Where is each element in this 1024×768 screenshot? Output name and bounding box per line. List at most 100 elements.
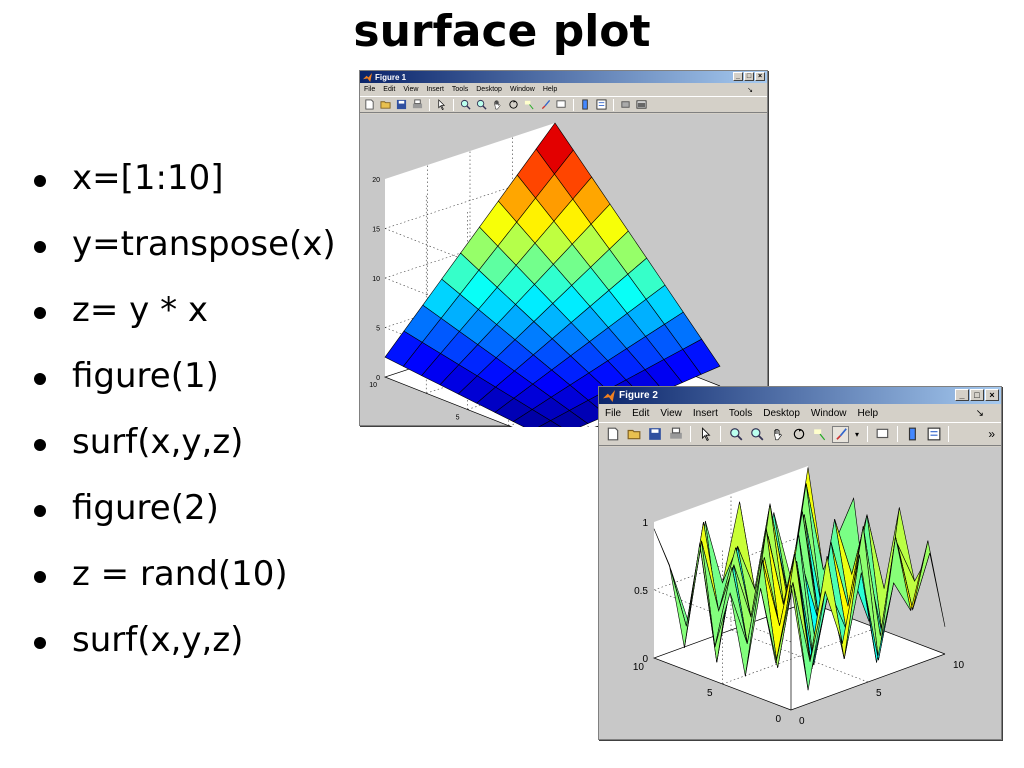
list-item: x=[1:10]: [30, 158, 336, 224]
brush-icon[interactable]: [539, 98, 552, 111]
menu-tools[interactable]: Tools: [728, 407, 753, 419]
print-icon[interactable]: [667, 426, 684, 443]
menu-view[interactable]: View: [403, 86, 419, 93]
surface-plot-1[interactable]: 0510152010500246810: [360, 114, 769, 456]
new-figure-icon[interactable]: [604, 426, 621, 443]
code-bullet-list: x=[1:10] y=transpose(x) z= y * x figure(…: [30, 158, 336, 686]
bullet-text: surf(x,y,z): [72, 620, 244, 660]
menu-help[interactable]: Help: [542, 86, 558, 93]
bullet-text: z= y * x: [72, 290, 208, 330]
insert-colorbar-icon[interactable]: [579, 98, 592, 111]
menu-edit[interactable]: Edit: [632, 407, 650, 419]
rotate-3d-icon[interactable]: [507, 98, 520, 111]
figure-2-window: Figure 2 _ □ × File Edit View Insert Too…: [598, 386, 1002, 740]
show-plot-tools-icon[interactable]: [635, 98, 648, 111]
figure-1-titlebar[interactable]: Figure 1 _ □ ×: [360, 71, 767, 83]
bullet-icon: [34, 439, 46, 451]
menu-tools[interactable]: Tools: [451, 86, 469, 93]
bullet-icon: [34, 571, 46, 583]
menu-insert[interactable]: Insert: [426, 86, 444, 93]
close-button[interactable]: ×: [985, 389, 999, 401]
maximize-button[interactable]: □: [744, 72, 754, 81]
toolbar-separator: [948, 426, 949, 442]
menu-chevron-icon[interactable]: ↘: [975, 407, 984, 419]
menu-help[interactable]: Help: [857, 407, 879, 419]
new-figure-icon[interactable]: [363, 98, 376, 111]
minimize-button[interactable]: _: [733, 72, 743, 81]
figure-1-window: Figure 1 _ □ × File Edit View Insert Too…: [359, 70, 769, 456]
minimize-button[interactable]: _: [955, 389, 969, 401]
tick-label: 0: [775, 714, 781, 725]
bullet-text: x=[1:10]: [72, 158, 224, 198]
menu-chevron-icon[interactable]: ↘: [747, 86, 753, 94]
figure-1-plot-area[interactable]: 0510152010500246810: [360, 114, 769, 456]
menu-desktop[interactable]: Desktop: [476, 86, 502, 93]
toolbar-overflow-icon[interactable]: »: [988, 427, 995, 441]
toolbar-separator: [573, 98, 574, 111]
menu-view[interactable]: View: [660, 407, 682, 419]
list-item: y=transpose(x): [30, 224, 336, 290]
bullet-text: figure(2): [72, 488, 219, 528]
insert-legend-icon[interactable]: [595, 98, 608, 111]
link-plot-icon[interactable]: [874, 426, 891, 443]
toolbar-separator: [897, 426, 898, 442]
insert-colorbar-icon[interactable]: [904, 426, 921, 443]
tick-label: 10: [953, 660, 965, 671]
menu-file[interactable]: File: [605, 407, 622, 419]
pan-hand-icon[interactable]: [491, 98, 504, 111]
print-icon[interactable]: [411, 98, 424, 111]
tick-label: 0: [376, 375, 380, 382]
link-plot-icon[interactable]: [555, 98, 568, 111]
close-button[interactable]: ×: [755, 72, 765, 81]
tick-label: 10: [633, 662, 645, 673]
rotate-3d-icon[interactable]: [790, 426, 807, 443]
save-icon[interactable]: [646, 426, 663, 443]
figure-toolbar: [360, 96, 767, 113]
surface-mesh: [653, 467, 946, 691]
zoom-in-icon[interactable]: [727, 426, 744, 443]
menu-bar: File Edit View Insert Tools Desktop Wind…: [599, 405, 1001, 421]
tick-label: 10: [372, 276, 380, 283]
zoom-in-icon[interactable]: [459, 98, 472, 111]
menu-edit[interactable]: Edit: [383, 86, 396, 93]
pointer-icon[interactable]: [435, 98, 448, 111]
list-item: surf(x,y,z): [30, 620, 336, 686]
menu-window[interactable]: Window: [810, 407, 847, 419]
open-file-icon[interactable]: [625, 426, 642, 443]
pan-hand-icon[interactable]: [769, 426, 786, 443]
tick-label: 1: [642, 518, 648, 529]
tick-label: 5: [456, 415, 460, 422]
brush-dropdown-icon[interactable]: ▾: [854, 429, 859, 439]
bullet-icon: [34, 505, 46, 517]
bullet-icon: [34, 307, 46, 319]
menu-desktop[interactable]: Desktop: [763, 407, 800, 419]
bullet-text: surf(x,y,z): [72, 422, 244, 462]
tick-label: 10: [369, 382, 377, 389]
bullet-icon: [34, 241, 46, 253]
hide-plot-tools-icon[interactable]: [619, 98, 632, 111]
insert-legend-icon[interactable]: [925, 426, 942, 443]
zoom-out-icon[interactable]: [748, 426, 765, 443]
bullet-icon: [34, 175, 46, 187]
tick-label: 5: [876, 688, 882, 699]
figure-2-titlebar[interactable]: Figure 2 _ □ ×: [599, 387, 1001, 404]
open-file-icon[interactable]: [379, 98, 392, 111]
data-cursor-icon[interactable]: [523, 98, 536, 111]
list-item: z = rand(10): [30, 554, 336, 620]
maximize-button[interactable]: □: [970, 389, 984, 401]
menu-window[interactable]: Window: [509, 86, 535, 93]
tick-label: 0: [799, 716, 805, 727]
matlab-logo-icon: [363, 72, 372, 82]
surface-plot-2[interactable]: 0 0.5 1 10 5 0 0 5 10: [599, 447, 1003, 741]
menu-file[interactable]: File: [364, 86, 376, 93]
figure-2-plot-area[interactable]: 0 0.5 1 10 5 0 0 5 10: [599, 447, 1001, 739]
brush-icon[interactable]: [832, 425, 849, 443]
data-cursor-icon[interactable]: [811, 426, 828, 443]
surface-face: [775, 582, 809, 691]
save-icon[interactable]: [395, 98, 408, 111]
bullet-text: y=transpose(x): [72, 224, 336, 264]
tick-label: 0.5: [634, 586, 648, 597]
zoom-out-icon[interactable]: [475, 98, 488, 111]
menu-insert[interactable]: Insert: [692, 407, 718, 419]
pointer-icon[interactable]: [697, 426, 714, 443]
